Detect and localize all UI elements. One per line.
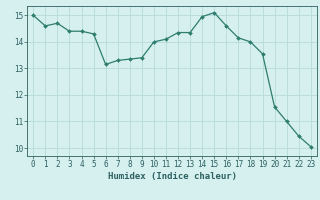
- X-axis label: Humidex (Indice chaleur): Humidex (Indice chaleur): [108, 172, 236, 181]
